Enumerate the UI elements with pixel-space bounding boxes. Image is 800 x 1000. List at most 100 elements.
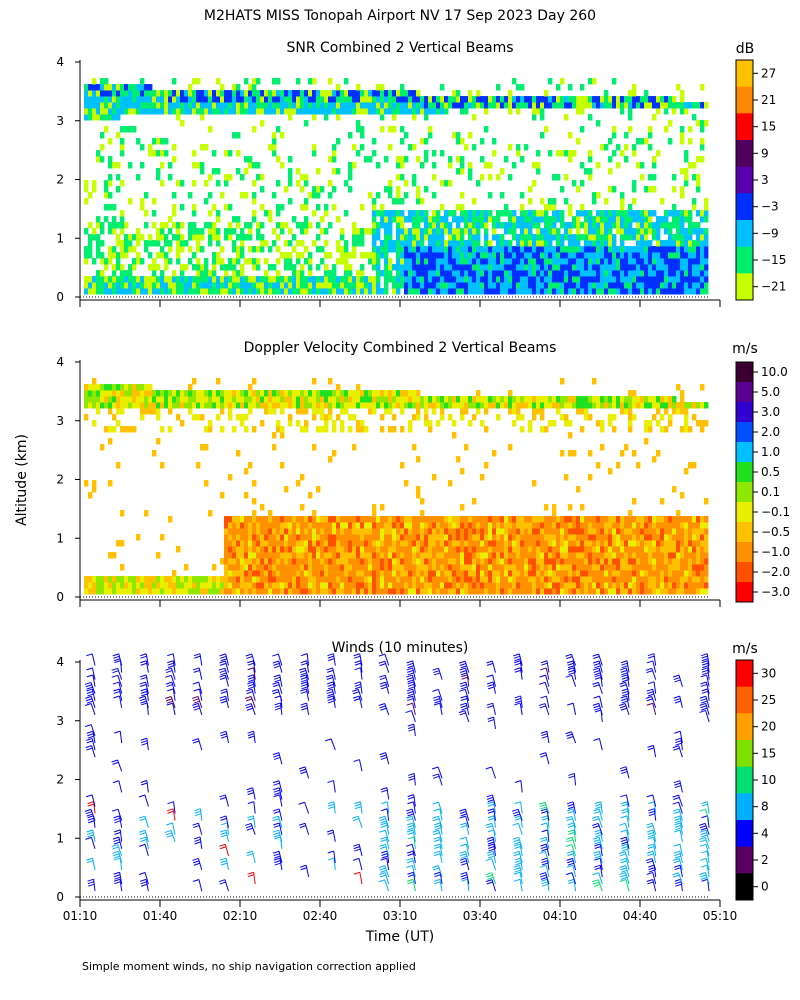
heat-cell xyxy=(492,252,497,259)
heat-cell xyxy=(608,396,613,403)
heat-cell xyxy=(156,90,161,97)
heat-cell xyxy=(632,90,637,97)
heat-cell xyxy=(560,378,565,385)
heat-cell xyxy=(704,258,709,265)
heat-cell xyxy=(104,264,109,271)
heat-cell xyxy=(580,282,585,289)
heat-cell xyxy=(548,234,553,241)
heat-cell xyxy=(512,162,517,169)
heat-cell xyxy=(256,540,261,547)
heat-cell xyxy=(508,558,513,565)
heat-cell xyxy=(540,102,545,109)
heat-cell xyxy=(160,582,165,589)
heat-cell xyxy=(404,390,409,397)
heat-cell xyxy=(224,108,229,115)
heat-cell xyxy=(320,282,325,289)
heat-cell xyxy=(584,528,589,535)
heat-cell xyxy=(648,426,653,433)
heat-cell xyxy=(616,570,621,577)
snr-colorbar-unit: dB xyxy=(736,41,755,57)
heat-cell xyxy=(364,96,369,103)
heat-cell xyxy=(148,384,153,391)
heat-cell xyxy=(388,276,393,283)
heat-cell xyxy=(424,420,429,427)
heat-cell xyxy=(496,546,501,553)
heat-cell xyxy=(316,282,321,289)
heat-cell xyxy=(652,252,657,259)
heat-cell xyxy=(404,192,409,199)
heat-cell xyxy=(256,570,261,577)
heat-cell xyxy=(300,90,305,97)
heat-cell xyxy=(420,270,425,277)
heat-cell xyxy=(700,216,705,223)
heat-cell xyxy=(648,516,653,523)
heat-cell xyxy=(512,96,517,103)
heat-cell xyxy=(336,396,341,403)
heat-cell xyxy=(440,216,445,223)
heat-cell xyxy=(120,150,125,157)
heat-cell xyxy=(532,414,537,421)
heat-cell xyxy=(320,402,325,409)
heat-cell xyxy=(396,576,401,583)
heat-cell xyxy=(664,126,669,133)
heat-cell xyxy=(384,402,389,409)
heat-cell xyxy=(592,222,597,229)
heat-cell xyxy=(304,546,309,553)
heat-cell xyxy=(320,90,325,97)
heat-cell xyxy=(380,546,385,553)
heat-cell xyxy=(504,228,509,235)
heat-cell xyxy=(628,546,633,553)
heat-cell xyxy=(336,288,341,295)
heat-cell xyxy=(476,222,481,229)
heat-cell xyxy=(308,522,313,529)
heat-cell xyxy=(392,96,397,103)
heat-cell xyxy=(628,276,633,283)
heat-cell xyxy=(680,192,685,199)
heat-cell xyxy=(372,258,377,265)
heat-cell xyxy=(380,570,385,577)
heat-cell xyxy=(160,96,165,103)
heat-cell xyxy=(416,408,421,415)
heat-cell xyxy=(348,282,353,289)
heat-cell xyxy=(360,420,365,427)
heat-cell xyxy=(584,564,589,571)
heat-cell xyxy=(340,258,345,265)
heat-cell xyxy=(356,84,361,91)
heat-cell xyxy=(384,216,389,223)
heat-cell xyxy=(684,270,689,277)
heat-cell xyxy=(468,402,473,409)
heat-cell xyxy=(180,588,185,595)
heat-cell xyxy=(584,516,589,523)
heat-cell xyxy=(592,396,597,403)
heat-cell xyxy=(436,276,441,283)
heat-cell xyxy=(128,96,133,103)
heat-cell xyxy=(436,264,441,271)
heat-cell xyxy=(684,180,689,187)
heat-cell xyxy=(232,522,237,529)
colorbar-label: −3 xyxy=(761,200,779,214)
heat-cell xyxy=(592,240,597,247)
heat-cell xyxy=(220,402,225,409)
heat-cell xyxy=(96,408,101,415)
heat-cell xyxy=(276,204,281,211)
heat-cell xyxy=(432,570,437,577)
heat-cell xyxy=(236,216,241,223)
heat-cell xyxy=(228,234,233,241)
heat-cell xyxy=(580,288,585,295)
heat-cell xyxy=(600,288,605,295)
heat-cell xyxy=(640,276,645,283)
heat-cell xyxy=(448,264,453,271)
heat-cell xyxy=(552,504,557,511)
heat-cell xyxy=(580,102,585,109)
heat-cell xyxy=(352,288,357,295)
heat-cell xyxy=(596,288,601,295)
heat-cell xyxy=(360,582,365,589)
heat-cell xyxy=(436,564,441,571)
heat-cell xyxy=(584,414,589,421)
heat-cell xyxy=(560,546,565,553)
heat-cell xyxy=(172,210,177,217)
heat-cell xyxy=(140,204,145,211)
heat-cell xyxy=(220,102,225,109)
heat-cell xyxy=(456,576,461,583)
heat-cell xyxy=(372,546,377,553)
